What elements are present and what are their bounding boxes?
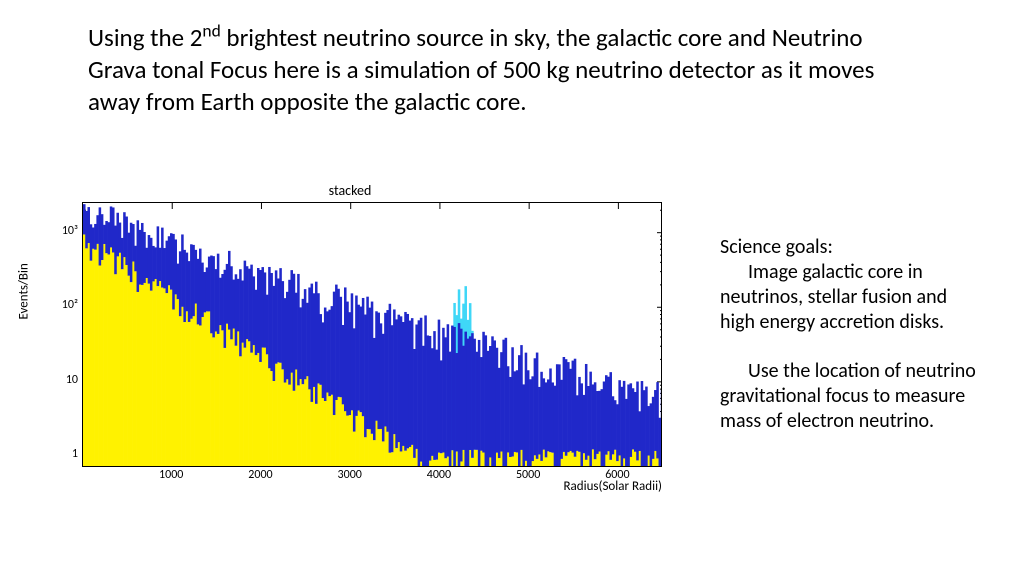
science-goals-panel: Science goals: Image galactic core in ne… [720, 235, 985, 458]
science-goals-text1: Image galactic core in neutrinos, stella… [720, 260, 947, 334]
chart-ytick: 10 [48, 373, 78, 387]
science-goals-p1: Science goals: Image galactic core in ne… [720, 235, 985, 335]
chart-title: stacked [20, 182, 680, 199]
chart-ytick: 10² [48, 298, 78, 312]
chart-xlabel: Radius(Solar Radii) [564, 479, 663, 494]
chart-svg [83, 203, 662, 467]
science-goals-heading: Science goals: [720, 235, 833, 259]
chart-xtick: 3000 [338, 468, 362, 482]
chart-xtick: 4000 [427, 468, 451, 482]
chart-ylabel: Events/Bin [17, 263, 32, 319]
chart-ytick: 10³ [48, 224, 78, 238]
main-text-pre: Using the 2 [88, 22, 202, 53]
stacked-histogram-chart: stacked Events/Bin 1 10 10² 10³ 1000 2000 300… [20, 182, 680, 522]
science-goals-text2: Use the location of neutrino gravitation… [720, 359, 976, 433]
chart-xtick: 1000 [159, 468, 183, 482]
main-text-sup: nd [202, 20, 220, 42]
chart-xtick: 2000 [248, 468, 272, 482]
chart-ytick: 1 [48, 447, 78, 461]
chart-plot-frame [82, 202, 662, 467]
chart-xtick: 5000 [516, 468, 540, 482]
main-description-text: Using the 2nd brightest neutrino source … [88, 22, 908, 118]
science-goals-p2: Use the location of neutrino gravitation… [720, 359, 985, 434]
